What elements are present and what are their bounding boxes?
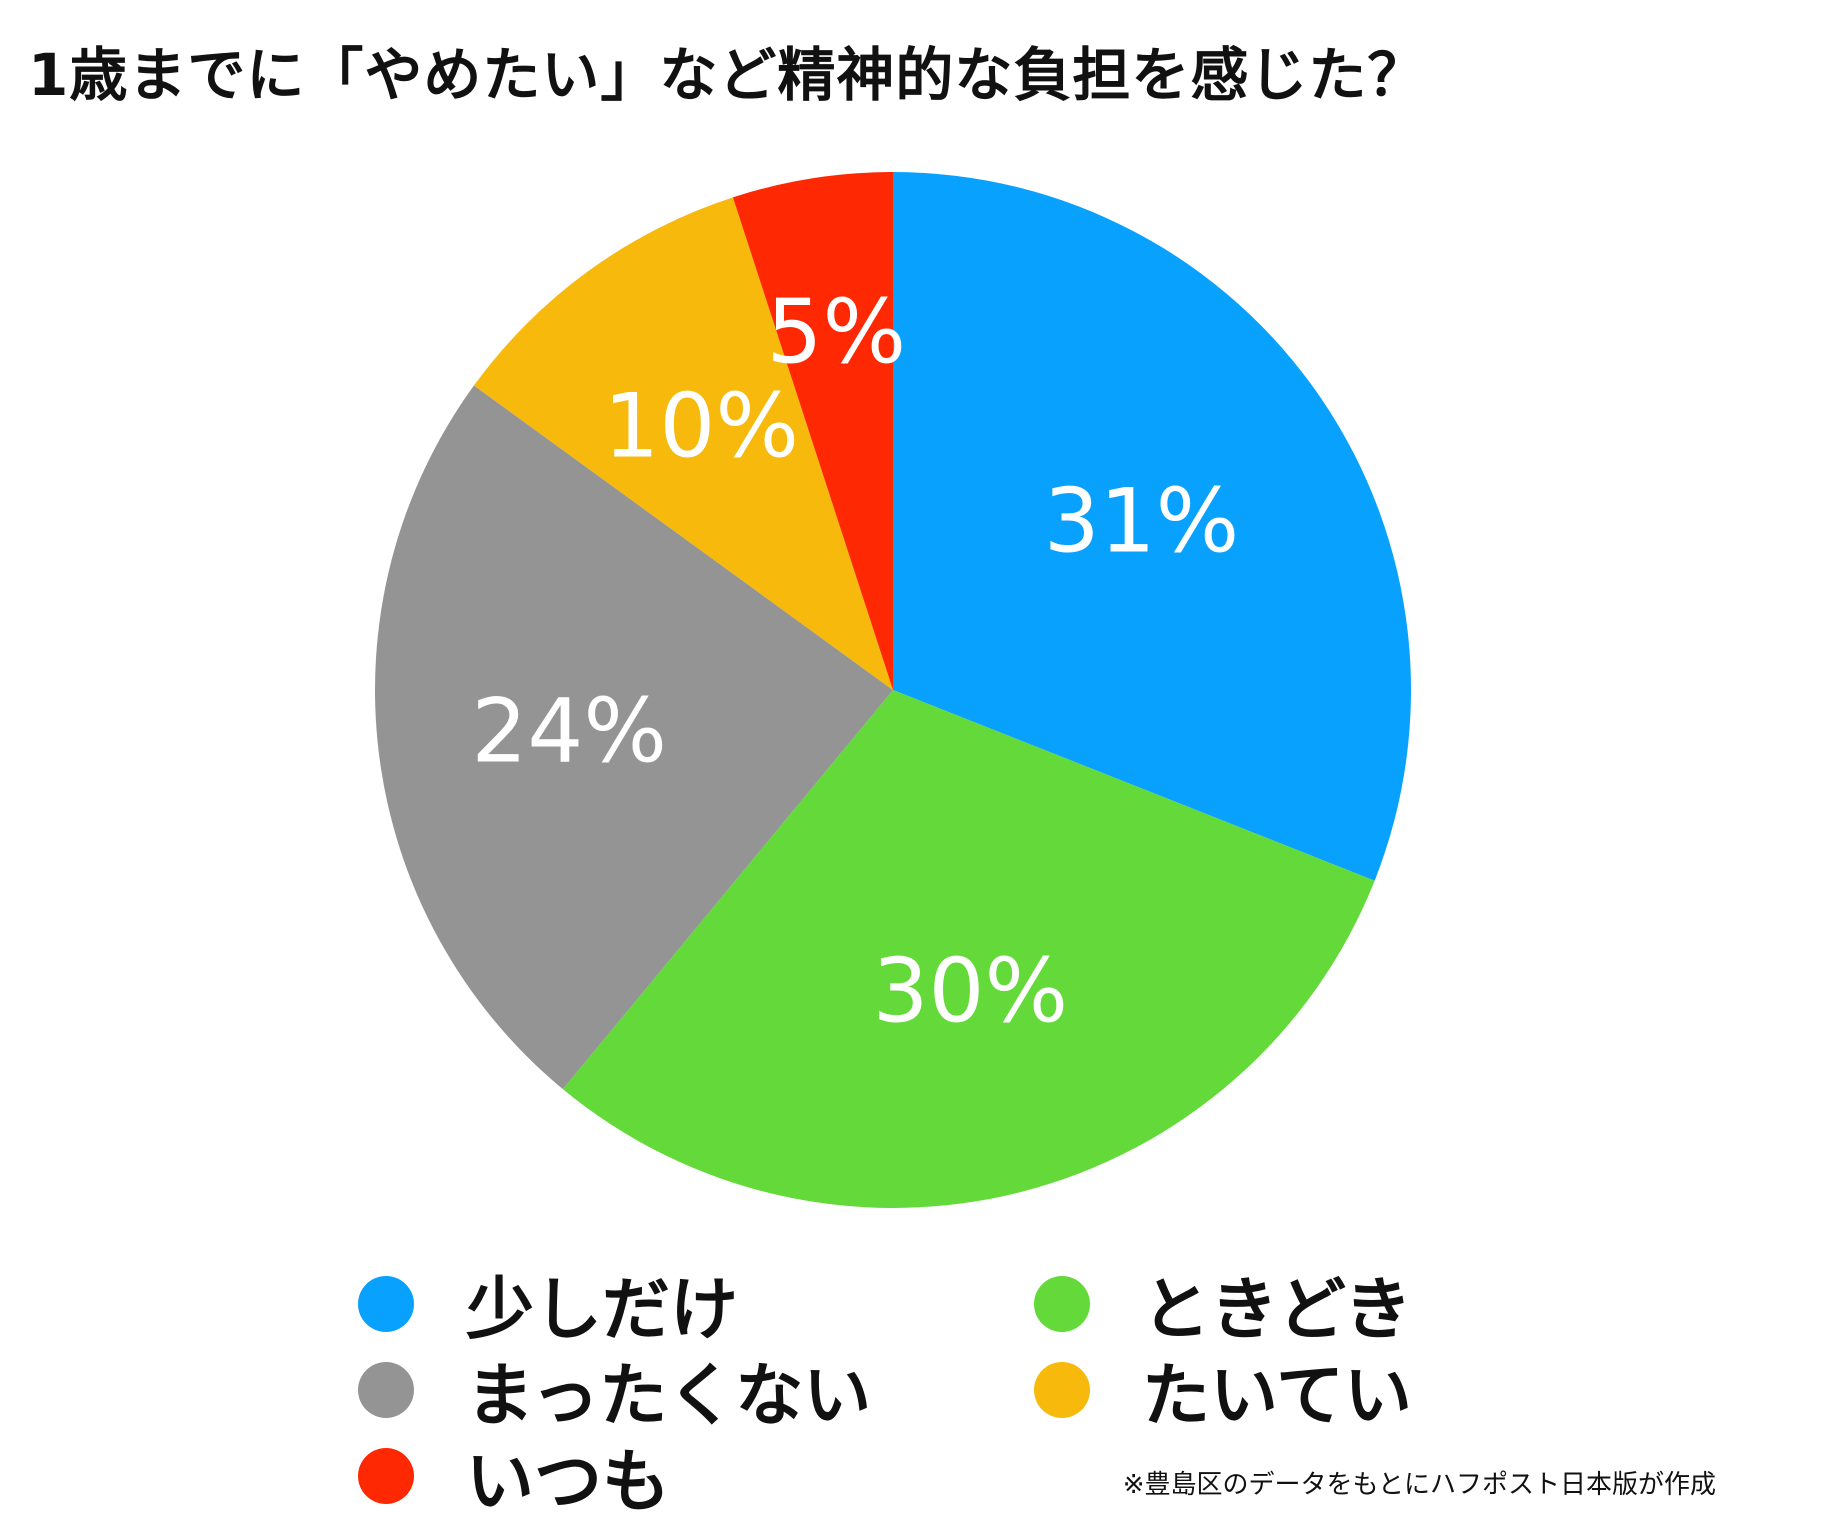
legend-item-2: まったくない <box>358 1340 871 1439</box>
source-footnote: ※豊島区のデータをもとにハフポスト日本版が作成 <box>1122 1470 1716 1500</box>
legend-swatch-2 <box>358 1361 414 1418</box>
pie-chart: 31% 30% 24% 10%5% <box>375 172 1412 1208</box>
slice-label-0: 31% <box>1044 470 1240 573</box>
legend-item-4: いつも <box>358 1426 670 1525</box>
legend-label-1: ときどき <box>1142 1271 1412 1350</box>
pie-slice-2 <box>375 385 894 1090</box>
legend-swatch-3 <box>1034 1361 1090 1418</box>
legend-label-0: 少しだけ <box>466 1271 739 1350</box>
legend-item-1: ときどき <box>1034 1254 1412 1353</box>
legend-swatch-1 <box>1034 1275 1090 1332</box>
pie-slice-1 <box>562 690 1375 1208</box>
pie-slice-0 <box>893 172 1412 881</box>
legend-label-2: まったくない <box>466 1357 872 1436</box>
legend-item-3: たいてい <box>1034 1340 1412 1439</box>
slice-label-4: 5% <box>766 280 906 383</box>
chart-title: 1歳までに「やめたい」など精神的な負担を感じた？ <box>28 41 1427 109</box>
legend-swatch-0 <box>358 1275 414 1332</box>
legend-swatch-4 <box>358 1447 414 1504</box>
pie-slice-3 <box>473 197 893 690</box>
slice-label-2: 24% <box>471 679 667 782</box>
legend-label-4: いつも <box>466 1443 671 1522</box>
legend-label-3: たいてい <box>1142 1357 1412 1436</box>
slice-label-3: 10% <box>603 374 799 477</box>
pie-slice-4 <box>732 172 893 690</box>
slice-label-1: 30% <box>872 940 1068 1043</box>
legend-item-0: 少しだけ <box>358 1254 738 1353</box>
